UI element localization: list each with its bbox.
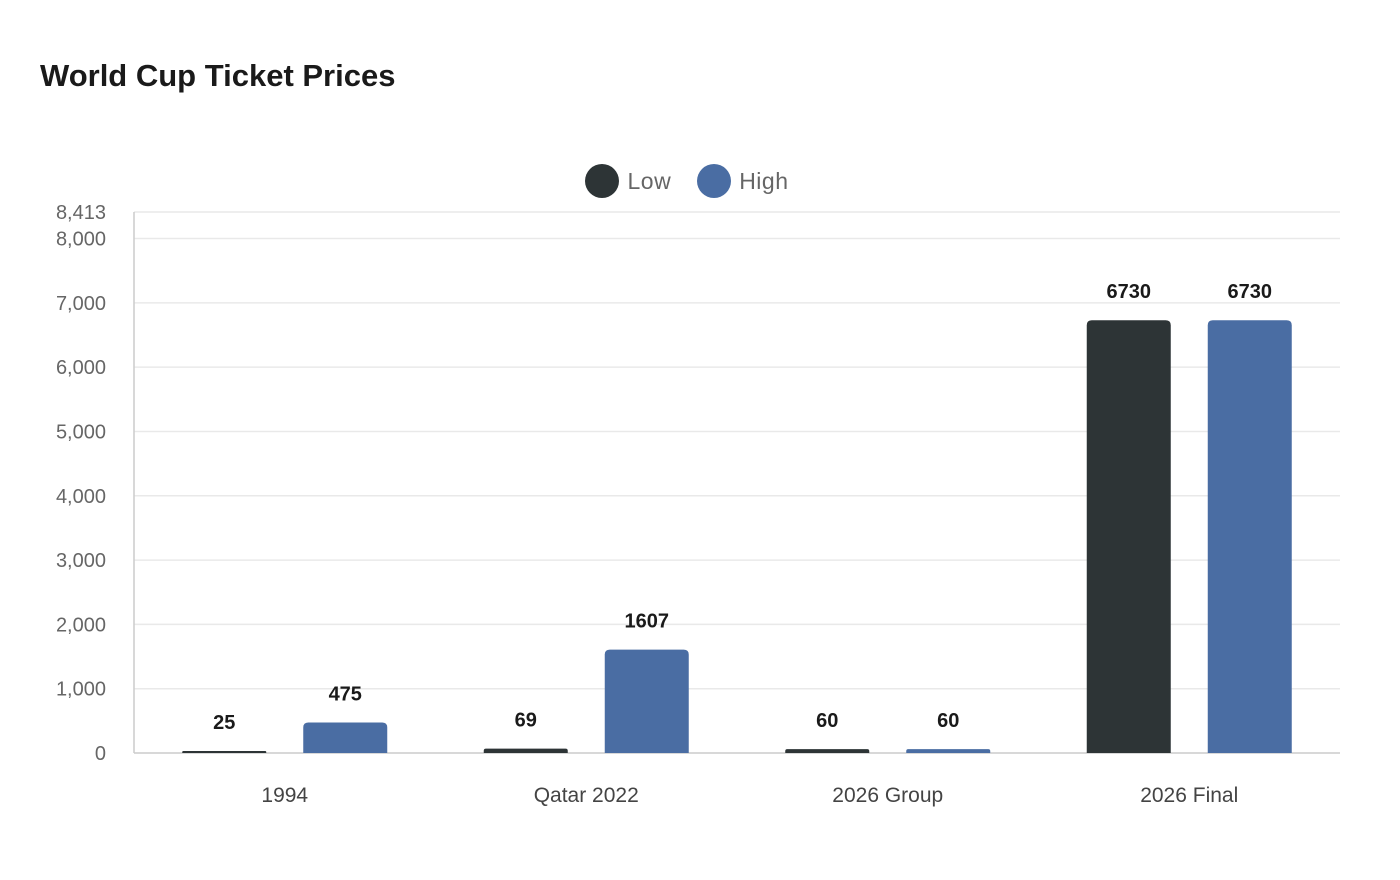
bar-high	[1207, 320, 1292, 753]
chart-title: World Cup Ticket Prices	[40, 58, 396, 93]
y-tick-label: 1,000	[56, 679, 106, 701]
x-tick-label: 1994	[261, 784, 308, 807]
y-tick-label: 7,000	[56, 293, 106, 315]
legend-label-low: Low	[627, 167, 672, 194]
bar-low	[483, 748, 568, 753]
y-tick-label: 4,000	[56, 486, 106, 508]
y-tick-label: 2,000	[56, 614, 106, 636]
legend-item-high[interactable]: High	[697, 164, 788, 198]
bar-low	[785, 749, 870, 753]
y-tick-label: 0	[95, 743, 106, 765]
data-label: 1607	[625, 611, 670, 633]
data-label: 25	[213, 712, 235, 734]
chart-legend: Low High	[0, 162, 1374, 200]
y-tick-label: 3,000	[56, 550, 106, 572]
x-tick-label: Qatar 2022	[534, 784, 639, 807]
data-label: 69	[515, 710, 537, 732]
x-tick-label: 2026 Final	[1140, 784, 1238, 807]
data-label: 60	[816, 710, 838, 732]
data-label: 6730	[1107, 281, 1152, 303]
y-tick-label: 8,000	[56, 229, 106, 251]
legend-swatch-high	[697, 164, 732, 198]
bar-high	[303, 722, 388, 753]
y-tick-label: 5,000	[56, 421, 106, 443]
data-label: 6730	[1228, 281, 1273, 303]
y-tick-label: 8,413	[56, 202, 106, 224]
legend-item-low[interactable]: Low	[585, 164, 671, 198]
bar-high	[906, 749, 991, 753]
legend-swatch-low	[585, 164, 620, 198]
y-tick-label: 6,000	[56, 357, 106, 379]
bar-high	[604, 649, 689, 753]
bar-low	[1086, 320, 1171, 753]
bar-low	[182, 751, 267, 753]
x-tick-label: 2026 Group	[832, 784, 943, 807]
data-label: 475	[329, 683, 362, 705]
data-label: 60	[937, 710, 959, 732]
legend-label-high: High	[739, 167, 789, 194]
